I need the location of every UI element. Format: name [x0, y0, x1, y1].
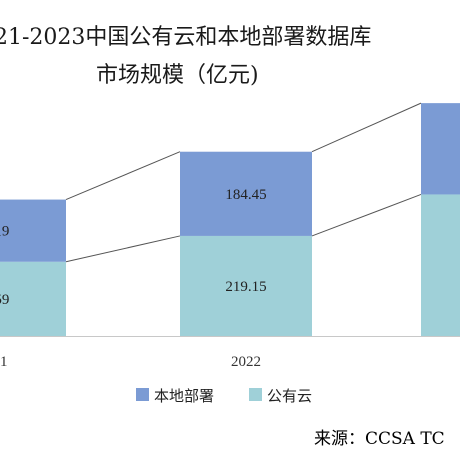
- data-label-local-deployment: 184.45: [225, 187, 266, 203]
- source-note: 来源：CCSA TC: [314, 429, 445, 449]
- chart-title-line2: 市场规模（亿元): [96, 63, 259, 88]
- legend-swatch-local: [136, 388, 149, 401]
- data-label-public-cloud: .59: [0, 292, 9, 308]
- data-label-local-deployment: .19: [0, 224, 9, 240]
- x-tick-label: 21: [0, 354, 8, 370]
- bar-public-cloud: [0, 261, 66, 336]
- connector-line-top: [311, 102, 422, 153]
- bar-public-cloud: [180, 235, 312, 336]
- connector-line-mid: [311, 193, 422, 237]
- legend: 本地部署 公有云: [136, 387, 312, 405]
- watermark-text: @稀土掘金技术社区: [365, 447, 455, 460]
- legend-swatch-public: [249, 388, 262, 401]
- bar-public-cloud: [421, 194, 460, 336]
- bar-local-deployment: [421, 103, 460, 195]
- bar-local-deployment: [0, 199, 66, 262]
- connector-line-top: [65, 151, 181, 201]
- bar-local-deployment: [180, 151, 312, 236]
- legend-label-local: 本地部署: [154, 387, 214, 405]
- legend-label-public: 公有云: [267, 387, 312, 405]
- x-tick-label: 2022: [231, 354, 261, 370]
- connector-line-mid: [65, 235, 181, 263]
- chart-title-line1: 21-2023中国公有云和本地部署数据库: [0, 25, 371, 50]
- data-label-public-cloud: 219.15: [225, 279, 266, 295]
- watermark: @稀土掘金技术社区: [365, 447, 455, 460]
